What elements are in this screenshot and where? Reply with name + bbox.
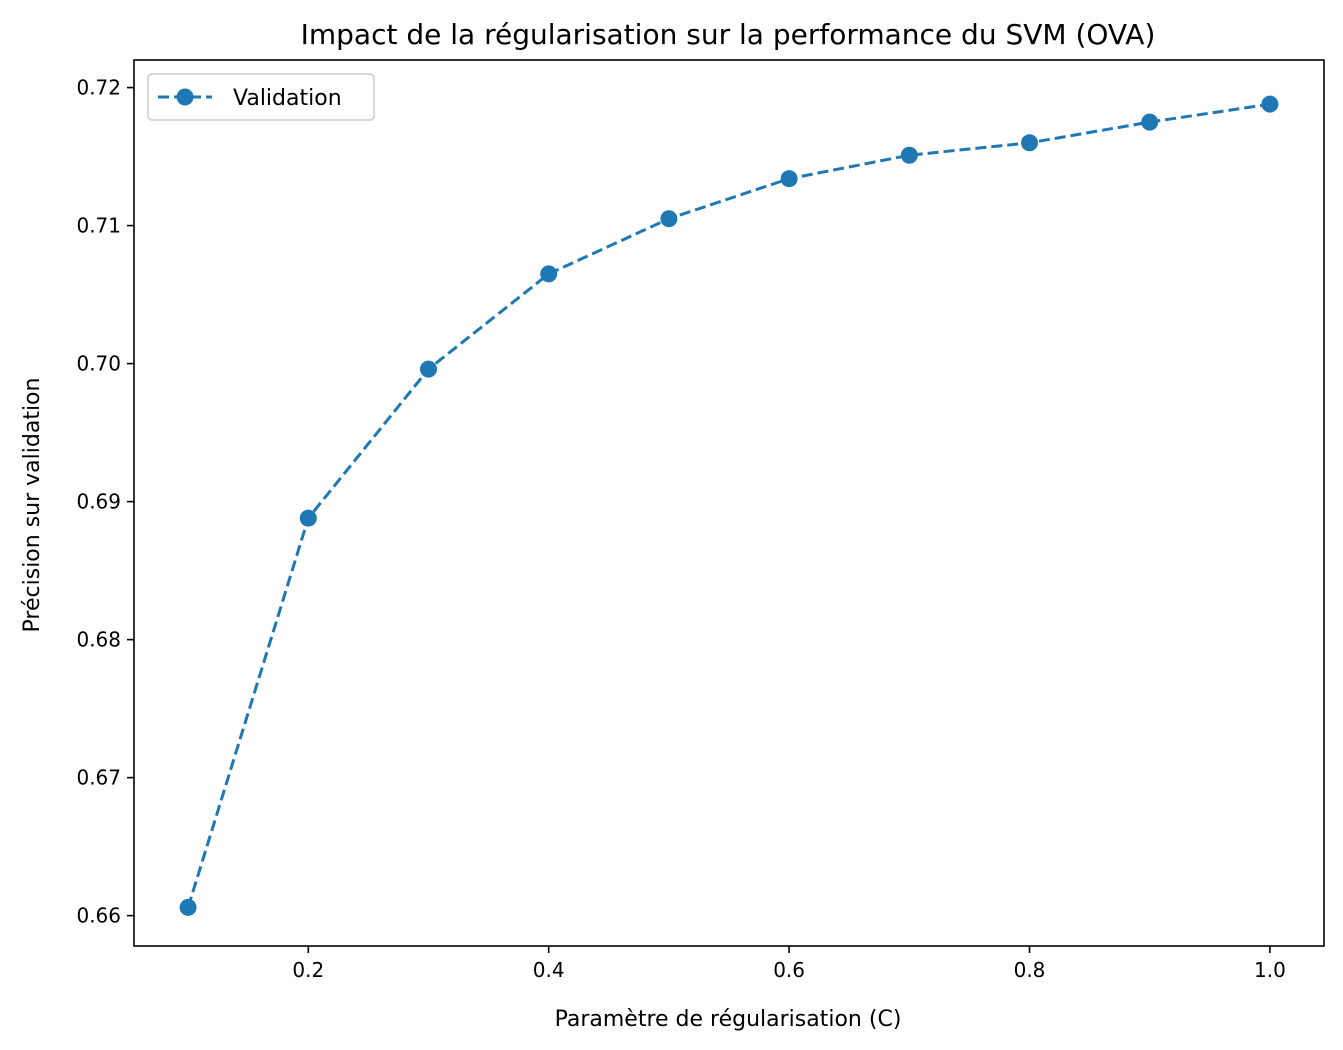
y-tick-label: 0.68	[76, 628, 121, 652]
data-point	[780, 170, 798, 188]
series-line-validation	[186, 102, 1271, 908]
data-point	[299, 509, 317, 527]
y-tick-label: 0.69	[76, 490, 121, 514]
data-point	[540, 265, 558, 283]
legend: Validation	[147, 73, 375, 121]
x-tick-label: 1.0	[1254, 958, 1286, 982]
y-axis-label: Précision sur validation	[20, 378, 45, 633]
y-tick-label: 0.70	[76, 352, 121, 376]
x-axis-ticks: 0.2 0.4 0.6 0.8 1.0	[292, 946, 1286, 982]
x-tick-label: 0.8	[1014, 958, 1046, 982]
legend-box	[147, 73, 375, 121]
data-point	[1261, 95, 1279, 113]
y-axis-ticks: 0.66 0.67 0.68 0.69 0.70 0.71 0.72	[76, 76, 134, 928]
data-point	[900, 146, 918, 164]
legend-marker-swatch	[176, 88, 194, 106]
x-tick-label: 0.6	[773, 958, 805, 982]
data-point	[660, 210, 678, 228]
chart-title: Impact de la régularisation sur la perfo…	[301, 18, 1156, 51]
y-tick-label: 0.72	[76, 76, 121, 100]
plot-frame	[133, 59, 1325, 947]
y-tick-label: 0.66	[76, 904, 121, 928]
data-point	[1141, 113, 1159, 131]
data-point	[1021, 134, 1039, 152]
series-layer	[179, 95, 1279, 916]
x-tick-label: 0.2	[292, 958, 324, 982]
x-tick-label: 0.4	[533, 958, 565, 982]
x-axis-label: Paramètre de régularisation (C)	[555, 1007, 902, 1032]
y-tick-label: 0.67	[76, 766, 121, 790]
data-point	[419, 360, 437, 378]
legend-label-validation: Validation	[233, 86, 342, 111]
data-point	[179, 898, 197, 916]
y-tick-label: 0.71	[76, 214, 121, 238]
